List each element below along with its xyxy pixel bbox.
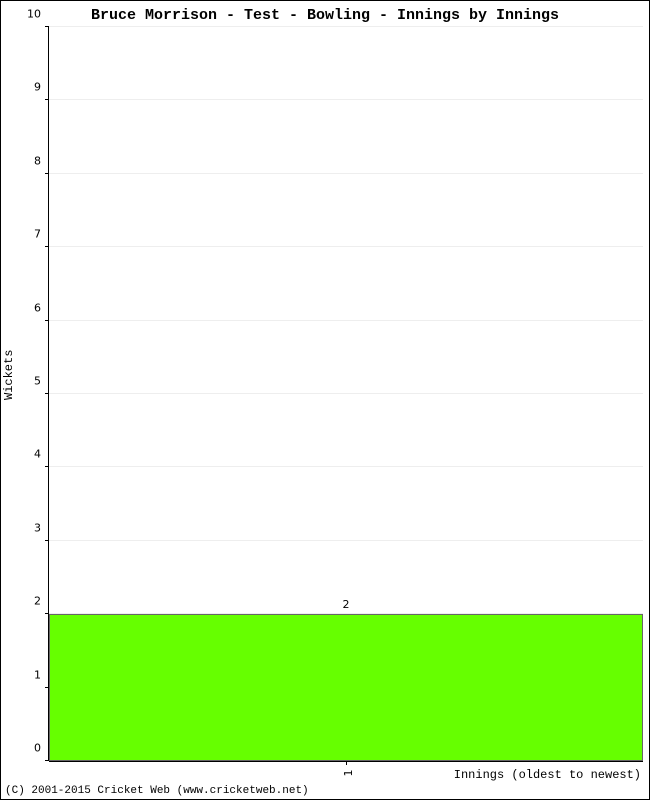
ytick-label: 9 — [19, 81, 49, 94]
ytick-mark — [45, 320, 49, 321]
ytick-label: 8 — [19, 154, 49, 167]
chart-title: Bruce Morrison - Test - Bowling - Inning… — [1, 7, 649, 24]
ytick-label: 0 — [19, 742, 49, 755]
y-axis-label: Wickets — [2, 350, 16, 400]
ytick-mark — [45, 540, 49, 541]
ytick-label: 1 — [19, 668, 49, 681]
xtick-mark — [346, 761, 347, 765]
ytick-label: 2 — [19, 595, 49, 608]
ytick-mark — [45, 246, 49, 247]
plot-area: 01234567891021 — [49, 27, 643, 761]
ytick-mark — [45, 466, 49, 467]
ytick-mark — [45, 99, 49, 100]
bar — [49, 614, 643, 761]
gridline — [49, 246, 643, 247]
gridline — [49, 320, 643, 321]
gridline — [49, 26, 643, 27]
ytick-mark — [45, 26, 49, 27]
bar-value-label: 2 — [49, 598, 643, 611]
chart-container: Bruce Morrison - Test - Bowling - Inning… — [0, 0, 650, 800]
ytick-label: 10 — [19, 8, 49, 21]
ytick-mark — [45, 393, 49, 394]
ytick-label: 6 — [19, 301, 49, 314]
gridline — [49, 466, 643, 467]
gridline — [49, 173, 643, 174]
ytick-mark — [45, 173, 49, 174]
xtick-label: 1 — [342, 770, 355, 777]
ytick-label: 4 — [19, 448, 49, 461]
x-axis-label: Innings (oldest to newest) — [454, 768, 641, 782]
gridline — [49, 540, 643, 541]
ytick-label: 5 — [19, 375, 49, 388]
gridline — [49, 393, 643, 394]
ytick-label: 7 — [19, 228, 49, 241]
gridline — [49, 99, 643, 100]
ytick-label: 3 — [19, 521, 49, 534]
copyright-text: (C) 2001-2015 Cricket Web (www.cricketwe… — [5, 785, 309, 797]
